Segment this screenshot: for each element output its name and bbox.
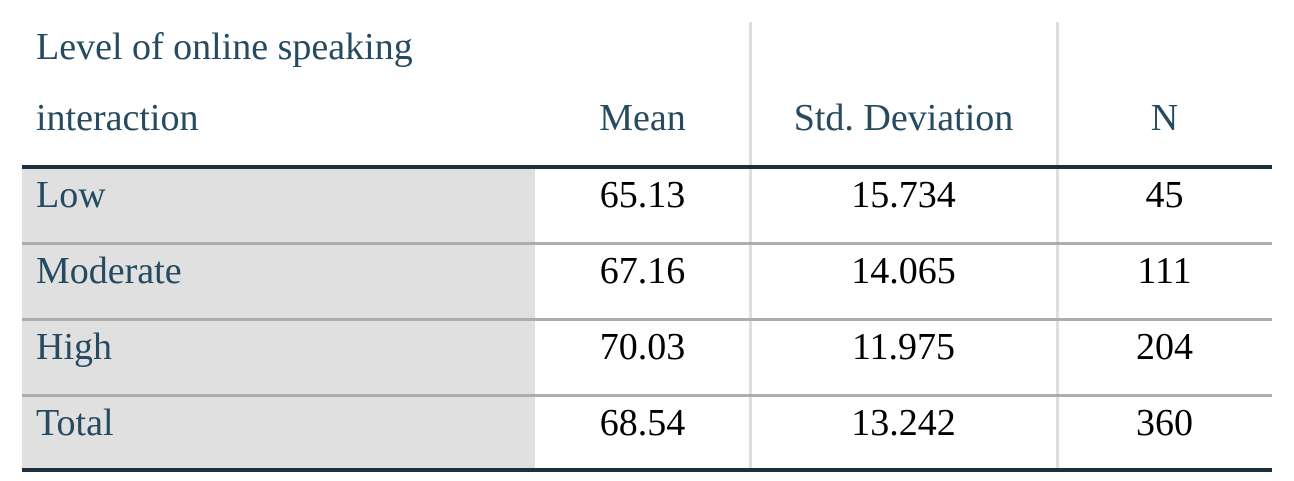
header-cell: Level of online speaking interaction: [36, 26, 413, 139]
header-cell: Std. Deviation: [793, 97, 1014, 139]
row-label: Low: [36, 174, 106, 216]
data-cell: 111: [1137, 250, 1192, 292]
row-label: High: [36, 326, 112, 368]
column-divider: [1056, 22, 1059, 470]
data-cell: 70.03: [599, 326, 686, 368]
data-cell: 15.734: [851, 174, 956, 216]
bottom-rule: [22, 468, 1272, 472]
column-divider: [749, 22, 752, 470]
data-cell: 68.54: [599, 402, 686, 444]
data-cell: 360: [1136, 402, 1193, 444]
row-divider: [22, 394, 1272, 397]
row-label: Total: [36, 402, 114, 444]
header-cell: Mean: [599, 97, 686, 139]
data-cell: 45: [1145, 174, 1184, 216]
header-cell: N: [1150, 97, 1179, 139]
data-cell: 14.065: [851, 250, 956, 292]
data-cell: 65.13: [599, 174, 686, 216]
data-cell: 67.16: [599, 250, 686, 292]
row-label: Moderate: [36, 250, 182, 292]
header-rule: [22, 165, 1272, 169]
row-divider: [22, 318, 1272, 321]
data-cell: 11.975: [851, 326, 956, 368]
data-cell: 204: [1136, 326, 1193, 368]
data-cell: 13.242: [851, 402, 956, 444]
row-divider: [22, 242, 1272, 245]
